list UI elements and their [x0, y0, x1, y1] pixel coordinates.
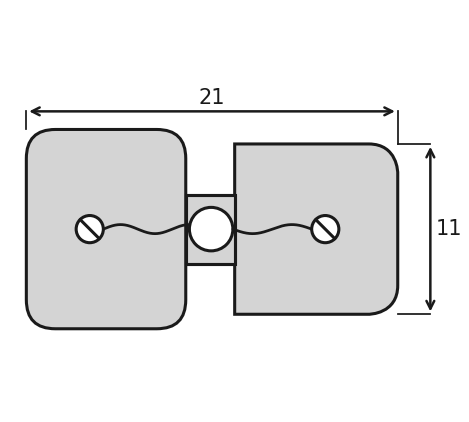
Bar — [186, 195, 234, 264]
FancyBboxPatch shape — [234, 144, 398, 314]
Circle shape — [312, 216, 339, 243]
Text: 11: 11 — [436, 219, 462, 239]
Circle shape — [189, 207, 233, 251]
Text: 21: 21 — [199, 88, 225, 108]
Bar — [186, 195, 234, 264]
Circle shape — [76, 216, 103, 243]
FancyBboxPatch shape — [26, 130, 186, 329]
PathPatch shape — [234, 144, 398, 314]
